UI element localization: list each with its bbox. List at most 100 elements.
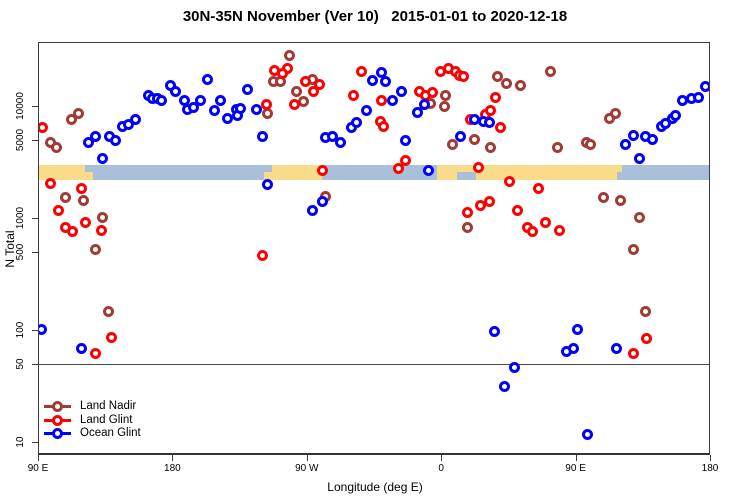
- legend-label: Ocean Glint: [80, 427, 141, 439]
- y-tick-mark: [32, 251, 38, 253]
- data-point: [103, 306, 115, 318]
- land-ocean-band-fuzz: [263, 165, 272, 173]
- data-point: [367, 74, 379, 86]
- data-point: [262, 178, 274, 190]
- data-point: [633, 211, 645, 223]
- data-point: [65, 114, 77, 126]
- x-tick-mark: [575, 455, 577, 461]
- data-point: [611, 342, 623, 354]
- data-point: [484, 105, 496, 117]
- x-tick-mark: [441, 455, 443, 461]
- data-point: [347, 89, 359, 101]
- data-point: [289, 99, 301, 111]
- land-ocean-band-segment: [322, 165, 438, 180]
- data-point: [282, 62, 294, 74]
- data-point: [392, 163, 404, 175]
- chart-title: 30N-35N November (Ver 10) 2015-01-01 to …: [182, 8, 568, 25]
- data-point: [423, 164, 435, 176]
- data-point: [400, 135, 412, 147]
- data-point: [66, 225, 78, 237]
- data-point: [308, 85, 320, 97]
- ocean-glint-marker-icon: [44, 428, 71, 440]
- x-tick-mark: [306, 455, 308, 461]
- data-point: [461, 221, 473, 233]
- data-point: [439, 101, 451, 113]
- land-glint-marker-icon: [44, 414, 71, 426]
- data-point: [89, 244, 101, 256]
- data-point: [532, 183, 544, 195]
- data-point: [345, 122, 357, 134]
- data-point: [60, 192, 72, 204]
- data-point: [484, 116, 496, 128]
- x-tick-label: 180: [701, 463, 719, 474]
- data-point: [209, 105, 221, 117]
- legend-item-land-glint: Land Glint: [44, 414, 141, 428]
- data-point: [492, 71, 504, 83]
- data-point: [377, 121, 389, 133]
- data-point: [447, 139, 459, 151]
- data-point: [89, 131, 101, 143]
- data-point: [627, 130, 639, 142]
- data-point: [509, 362, 521, 374]
- data-point: [256, 250, 268, 262]
- land-ocean-band-segment: [263, 165, 323, 180]
- legend: Land Nadir Land Glint Ocean Glint: [44, 400, 141, 441]
- data-point: [250, 104, 262, 116]
- data-point: [276, 68, 288, 80]
- data-point: [511, 205, 523, 217]
- data-point: [411, 106, 423, 118]
- data-point: [615, 195, 627, 207]
- data-point: [647, 133, 659, 145]
- data-point: [503, 176, 515, 188]
- land-ocean-band-fuzz: [456, 172, 476, 180]
- data-point: [75, 342, 87, 354]
- data-point: [242, 84, 254, 96]
- data-point: [122, 119, 134, 131]
- legend-label: Land Glint: [80, 413, 133, 426]
- data-point: [426, 86, 438, 98]
- data-point: [335, 137, 347, 149]
- data-point: [78, 195, 90, 207]
- data-point: [72, 108, 84, 120]
- data-point: [298, 96, 310, 108]
- data-point: [387, 94, 399, 106]
- data-point: [221, 113, 233, 125]
- data-point: [585, 139, 597, 151]
- x-tick-label: 90 W: [295, 463, 319, 474]
- data-point: [500, 77, 512, 89]
- data-point: [235, 103, 247, 115]
- data-point: [475, 200, 487, 212]
- data-point: [97, 152, 109, 164]
- data-point: [639, 306, 651, 318]
- data-point: [109, 135, 121, 147]
- data-point: [51, 142, 63, 154]
- data-point: [38, 323, 47, 335]
- x-tick-mark: [710, 455, 711, 461]
- x-axis-title: Longitude (deg E): [327, 480, 423, 494]
- data-point: [52, 205, 64, 217]
- data-point: [526, 225, 538, 237]
- data-point: [314, 79, 326, 91]
- data-point: [571, 323, 583, 335]
- data-point: [380, 75, 392, 87]
- data-point: [306, 205, 318, 217]
- data-point: [418, 99, 430, 111]
- data-point: [215, 95, 227, 107]
- y-tick-mark: [32, 217, 38, 219]
- data-point: [290, 85, 302, 97]
- data-point: [327, 131, 339, 143]
- data-point: [489, 92, 501, 104]
- data-point: [38, 122, 49, 134]
- data-point: [256, 130, 268, 142]
- data-point: [179, 94, 191, 106]
- data-point: [515, 80, 527, 92]
- data-point: [489, 326, 501, 338]
- legend-item-land-nadir: Land Nadir: [44, 400, 141, 414]
- data-point: [299, 75, 311, 87]
- data-point: [440, 90, 452, 102]
- y-axis-title: N Total: [3, 230, 17, 268]
- data-point: [95, 224, 107, 236]
- data-point: [361, 105, 373, 117]
- data-point: [45, 177, 57, 189]
